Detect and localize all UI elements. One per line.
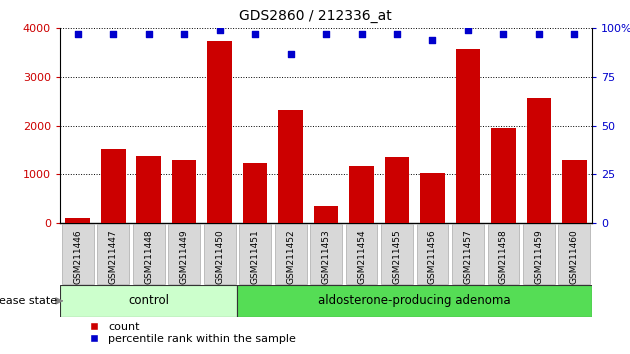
Point [357,31,367,37]
Bar [420,173,445,223]
FancyBboxPatch shape [381,224,413,284]
Bar [136,156,161,223]
Bar [171,160,197,223]
Point [498,31,508,37]
FancyBboxPatch shape [203,224,236,284]
Point [570,31,580,37]
Text: GSM211454: GSM211454 [357,229,366,284]
FancyBboxPatch shape [523,224,555,284]
Bar [238,285,592,317]
Bar [278,110,303,223]
Text: GSM211446: GSM211446 [73,229,82,284]
Bar [384,157,410,223]
Bar [562,160,587,223]
FancyBboxPatch shape [310,224,342,284]
FancyBboxPatch shape [132,224,164,284]
Bar [314,206,338,223]
Point [214,28,224,33]
Point [179,31,189,37]
Bar [101,149,125,223]
FancyBboxPatch shape [239,224,271,284]
Text: GSM211449: GSM211449 [180,229,188,284]
Point [285,51,295,56]
Text: disease state: disease state [0,296,57,306]
FancyBboxPatch shape [558,224,590,284]
FancyBboxPatch shape [275,224,307,284]
Point [250,31,260,37]
Point [392,31,402,37]
Bar [243,163,268,223]
Text: GSM211460: GSM211460 [570,229,579,284]
Bar [349,166,374,223]
Text: GSM211455: GSM211455 [392,229,401,284]
Text: GSM211457: GSM211457 [464,229,472,284]
Text: GSM211456: GSM211456 [428,229,437,284]
Bar [491,128,516,223]
Bar [455,49,481,223]
Text: GSM211451: GSM211451 [251,229,260,284]
Bar [207,41,232,223]
Point [144,31,154,37]
Point [72,31,83,37]
Text: GSM211453: GSM211453 [321,229,331,284]
FancyBboxPatch shape [345,224,377,284]
FancyBboxPatch shape [97,224,129,284]
Bar [60,285,238,317]
Text: GSM211452: GSM211452 [286,229,295,284]
Text: GSM211458: GSM211458 [499,229,508,284]
Text: GSM211448: GSM211448 [144,229,153,284]
Point [108,31,118,37]
FancyBboxPatch shape [452,224,484,284]
FancyBboxPatch shape [488,224,520,284]
FancyBboxPatch shape [168,224,200,284]
Point [463,28,473,33]
Text: control: control [128,295,169,307]
Text: aldosterone-producing adenoma: aldosterone-producing adenoma [318,295,511,307]
Point [534,31,544,37]
Point [321,31,331,37]
Bar [65,218,90,223]
Point [427,37,437,43]
FancyBboxPatch shape [416,224,449,284]
Text: GDS2860 / 212336_at: GDS2860 / 212336_at [239,9,391,23]
Text: GSM211447: GSM211447 [108,229,118,284]
Text: GSM211459: GSM211459 [534,229,544,284]
Text: GSM211450: GSM211450 [215,229,224,284]
Bar [527,98,551,223]
FancyBboxPatch shape [62,224,94,284]
Legend: count, percentile rank within the sample: count, percentile rank within the sample [78,317,301,348]
